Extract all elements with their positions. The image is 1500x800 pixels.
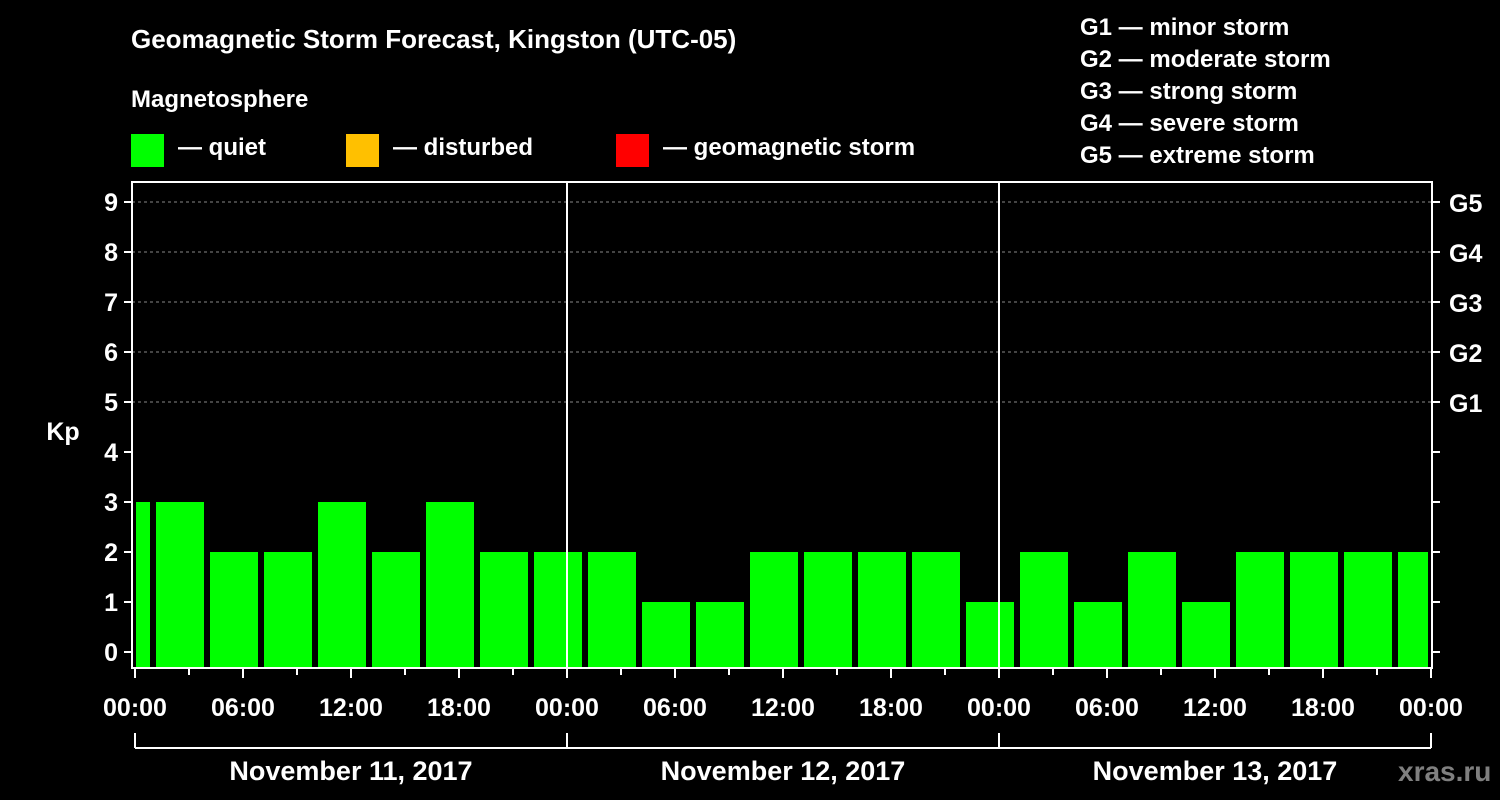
g-level-label: G3 bbox=[1449, 290, 1482, 318]
y-tick-label: 1 bbox=[104, 589, 118, 617]
bar-24 bbox=[1398, 552, 1428, 668]
g-level-label: G4 bbox=[1449, 240, 1482, 268]
chart-title: Geomagnetic Storm Forecast, Kingston (UT… bbox=[131, 24, 737, 54]
g-scale-g3: G3 — strong storm bbox=[1080, 78, 1298, 105]
y-tick-label: 3 bbox=[104, 489, 118, 517]
bar-14 bbox=[858, 552, 906, 668]
g-level-label: G1 bbox=[1449, 390, 1482, 418]
bar-13 bbox=[804, 552, 852, 668]
x-tick-label: 00:00 bbox=[967, 694, 1031, 722]
bar-6 bbox=[426, 502, 474, 668]
x-tick-label: 12:00 bbox=[1183, 694, 1247, 722]
y-axis-label: Kp bbox=[46, 418, 79, 446]
legend-swatch-storm bbox=[616, 134, 649, 167]
legend-swatch-quiet bbox=[131, 134, 164, 167]
bar-10 bbox=[642, 602, 690, 668]
bar-22 bbox=[1290, 552, 1338, 668]
y-tick-label: 6 bbox=[104, 339, 118, 367]
y-tick-label: 2 bbox=[104, 539, 118, 567]
x-tick-label: 18:00 bbox=[1291, 694, 1355, 722]
bar-20 bbox=[1182, 602, 1230, 668]
bar-0 bbox=[136, 502, 150, 668]
date-label: November 12, 2017 bbox=[661, 756, 906, 786]
legend-label-storm: — geomagnetic storm bbox=[663, 134, 916, 161]
y-tick-label: 4 bbox=[104, 439, 118, 467]
x-tick-label: 12:00 bbox=[751, 694, 815, 722]
bar-5 bbox=[372, 552, 420, 668]
g-level-label: G2 bbox=[1449, 340, 1482, 368]
bar-4 bbox=[318, 502, 366, 668]
watermark: xras.ru bbox=[1398, 756, 1492, 787]
bar-21 bbox=[1236, 552, 1284, 668]
x-tick-label: 06:00 bbox=[1075, 694, 1139, 722]
g-scale-g1: G1 — minor storm bbox=[1080, 14, 1290, 41]
legend-heading: Magnetosphere bbox=[131, 86, 309, 113]
x-tick-label: 18:00 bbox=[427, 694, 491, 722]
y-tick-label: 9 bbox=[104, 189, 118, 217]
g-scale-g4: G4 — severe storm bbox=[1080, 110, 1299, 137]
y-tick-label: 7 bbox=[104, 289, 118, 317]
bar-19 bbox=[1128, 552, 1176, 668]
bar-1 bbox=[156, 502, 204, 668]
x-tick-label: 00:00 bbox=[103, 694, 167, 722]
bar-23 bbox=[1344, 552, 1392, 668]
legend-label-quiet: — quiet bbox=[178, 134, 266, 161]
legend-swatch-disturbed bbox=[346, 134, 379, 167]
bar-18 bbox=[1074, 602, 1122, 668]
g-scale-g5: G5 — extreme storm bbox=[1080, 142, 1315, 169]
x-tick-label: 06:00 bbox=[643, 694, 707, 722]
bar-12 bbox=[750, 552, 798, 668]
x-tick-label: 18:00 bbox=[859, 694, 923, 722]
bar-8 bbox=[534, 552, 582, 668]
bar-11 bbox=[696, 602, 744, 668]
g-level-label: G5 bbox=[1449, 190, 1482, 218]
y-tick-label: 5 bbox=[104, 389, 118, 417]
bar-9 bbox=[588, 552, 636, 668]
y-tick-label: 0 bbox=[104, 639, 118, 667]
bar-15 bbox=[912, 552, 960, 668]
g-scale-g2: G2 — moderate storm bbox=[1080, 46, 1331, 73]
x-tick-label: 12:00 bbox=[319, 694, 383, 722]
bar-2 bbox=[210, 552, 258, 668]
bar-7 bbox=[480, 552, 528, 668]
bar-17 bbox=[1020, 552, 1068, 668]
y-tick-label: 8 bbox=[104, 239, 118, 267]
bar-16 bbox=[966, 602, 1014, 668]
legend-label-disturbed: — disturbed bbox=[393, 134, 534, 161]
x-tick-label: 06:00 bbox=[211, 694, 275, 722]
x-tick-label: 00:00 bbox=[535, 694, 599, 722]
date-label: November 13, 2017 bbox=[1093, 756, 1338, 786]
date-label: November 11, 2017 bbox=[229, 756, 472, 786]
bar-3 bbox=[264, 552, 312, 668]
x-tick-label: 00:00 bbox=[1399, 694, 1463, 722]
